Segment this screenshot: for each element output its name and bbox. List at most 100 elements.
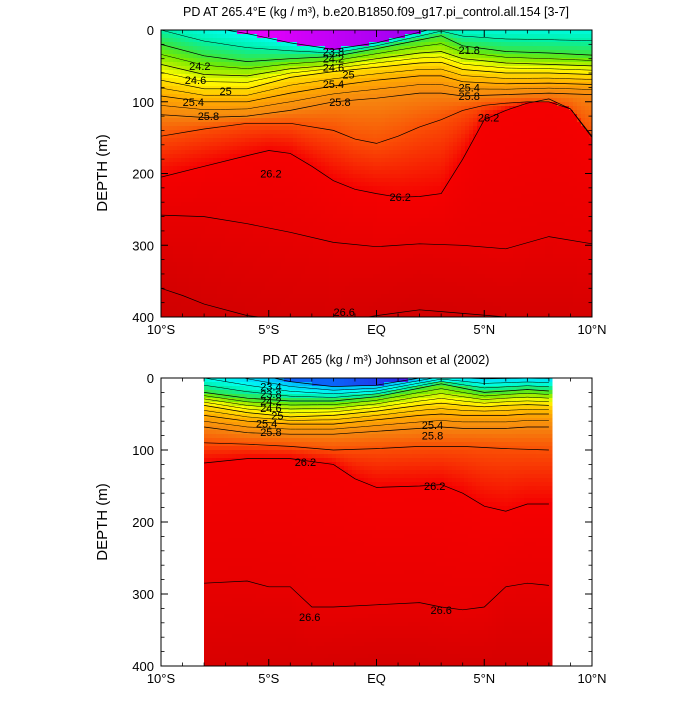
density-cell [433,118,438,123]
density-cell [405,190,410,195]
density-cell [245,82,250,87]
density-cell [401,294,406,299]
density-cell [425,150,430,155]
density-cell [201,206,206,211]
density-cell [289,110,294,115]
density-cell [417,142,422,147]
density-cell [201,62,206,67]
density-cell [289,214,294,219]
density-cell [273,70,278,75]
density-cell [213,138,218,143]
density-cell [237,146,242,151]
density-cell [273,246,278,251]
density-cell [189,94,194,99]
density-cell [313,306,318,311]
density-cell [373,290,378,295]
density-cell [193,262,198,267]
density-cell [161,170,166,175]
density-cell [357,242,362,247]
density-cell [377,202,382,207]
density-cell [337,102,342,107]
density-cell [421,210,426,215]
density-cell [177,258,182,263]
density-cell [405,210,410,215]
density-cell [317,194,322,199]
density-cell [277,138,282,143]
density-cell [261,274,266,279]
density-cell [193,170,198,175]
density-cell [389,198,394,203]
density-cell [373,298,378,303]
density-cell [229,266,234,271]
density-cell [181,58,186,63]
density-cell [229,218,234,223]
density-cell [357,174,362,179]
density-cell [281,134,286,139]
density-cell [365,70,370,75]
density-cell [329,38,334,43]
density-cell [337,174,342,179]
density-cell [381,82,386,87]
density-cell [389,78,394,83]
density-cell [237,290,242,295]
density-cell [365,238,370,243]
density-cell [425,154,430,159]
density-cell [273,54,278,59]
density-cell [185,134,190,139]
density-cell [369,274,374,279]
density-cell [205,202,210,207]
density-cell [421,46,426,51]
density-cell [201,42,206,47]
density-cell [165,262,170,267]
density-cell [169,194,174,199]
density-cell [313,290,318,295]
density-cell [309,42,314,47]
density-cell [189,202,194,207]
density-cell [229,254,234,259]
density-cell [225,242,230,247]
density-cell [217,86,222,91]
density-cell [321,158,326,163]
density-cell [185,206,190,211]
density-cell [301,190,306,195]
density-cell [437,58,442,63]
density-cell [205,130,210,135]
density-cell [253,130,258,135]
density-cell [273,106,278,111]
density-cell [293,238,298,243]
density-cell [273,282,278,287]
density-cell [233,210,238,215]
density-cell [205,158,210,163]
density-cell [369,234,374,239]
density-cell [217,54,222,59]
density-cell [229,274,234,279]
density-cell [329,74,334,79]
density-cell [321,118,326,123]
density-cell [433,66,438,71]
density-cell [257,290,262,295]
density-cell [165,226,170,231]
density-cell [273,134,278,139]
density-cell [337,262,342,267]
density-cell [221,142,226,147]
density-cell [429,202,434,207]
density-cell [265,246,270,251]
density-cell [389,214,394,219]
density-cell [241,166,246,171]
density-cell [385,250,390,255]
density-cell [169,150,174,155]
density-cell [345,242,350,247]
density-cell [205,90,210,95]
density-cell [341,282,346,287]
density-cell [425,250,430,255]
density-cell [309,170,314,175]
density-cell [329,286,334,291]
density-cell [349,154,354,159]
density-cell [229,62,234,67]
density-cell [317,106,322,111]
density-cell [301,194,306,199]
density-cell [249,118,254,123]
density-cell [229,226,234,231]
density-cell [217,174,222,179]
density-cell [189,222,194,227]
